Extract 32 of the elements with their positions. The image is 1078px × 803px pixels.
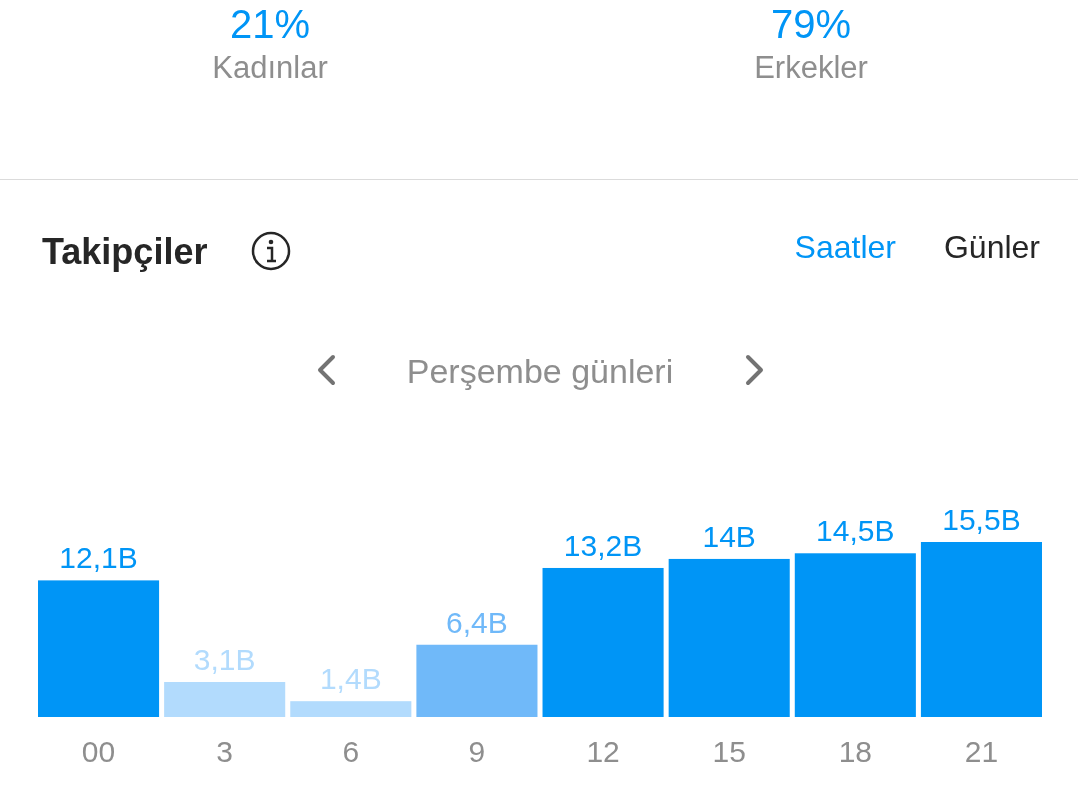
bar bbox=[920, 542, 1042, 717]
data-label: 14B bbox=[702, 519, 756, 553]
x-tick-label: 00 bbox=[81, 735, 116, 768]
x-tick-label: 12 bbox=[586, 735, 620, 768]
text: Saatler bbox=[794, 229, 897, 265]
text: 21% bbox=[229, 2, 311, 46]
data-label: 14,5B bbox=[816, 514, 895, 548]
x-tick-label: 18 bbox=[838, 735, 873, 768]
data-label: 6,4B bbox=[446, 605, 508, 639]
x-tick-label: 3 bbox=[216, 735, 234, 768]
data-label: 13,2B bbox=[563, 528, 643, 562]
bar bbox=[290, 701, 412, 717]
bar bbox=[164, 682, 286, 717]
data-label: 3,1B bbox=[193, 643, 256, 676]
bar bbox=[542, 567, 664, 717]
chart-subtitle: Perşembe günleri bbox=[406, 352, 674, 390]
text: Erkekler bbox=[754, 50, 868, 85]
data-label: 1,4B bbox=[319, 662, 382, 696]
bar bbox=[794, 553, 916, 717]
data-label: 12,1B bbox=[59, 541, 138, 575]
bar bbox=[668, 558, 790, 717]
bar bbox=[416, 644, 538, 717]
text: 79% bbox=[770, 2, 852, 46]
chart-title: Takipçiler bbox=[42, 231, 208, 272]
text: Kadınlar bbox=[212, 50, 328, 85]
text: Günler bbox=[943, 229, 1041, 265]
x-tick-label: 6 bbox=[342, 735, 360, 768]
x-tick-label: 9 bbox=[468, 735, 486, 768]
data-label: 15,5B bbox=[942, 503, 1021, 536]
x-tick-label: 15 bbox=[712, 735, 746, 768]
x-tick-label: 21 bbox=[964, 735, 999, 768]
bar bbox=[38, 580, 160, 717]
